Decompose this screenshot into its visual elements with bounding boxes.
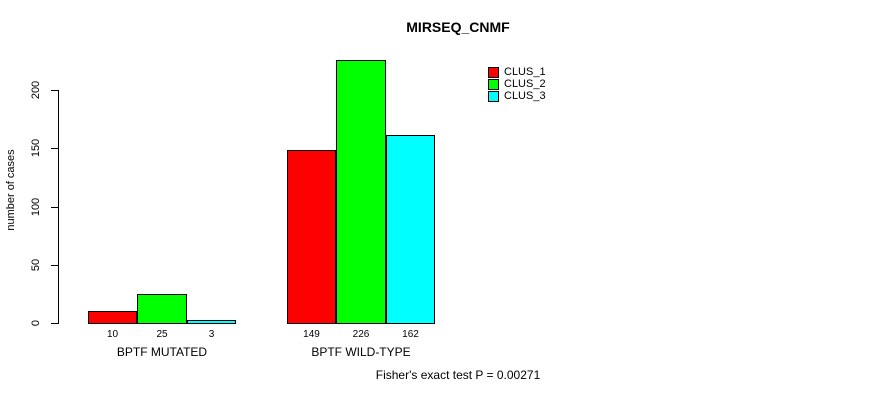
y-tick-label: 150	[30, 139, 42, 158]
y-axis-line	[58, 90, 59, 324]
legend-label: CLUS_3	[504, 90, 546, 102]
bar-clus_1-bptf-mutated	[88, 311, 137, 324]
bar-value-label: 226	[352, 329, 370, 340]
y-tick	[51, 207, 58, 208]
y-tick-label: 100	[30, 197, 42, 216]
y-tick-label: 200	[30, 81, 42, 100]
y-axis-label: number of cases	[5, 149, 17, 231]
legend-item-clus_2: CLUS_2	[488, 79, 546, 90]
legend-swatch-clus_3	[488, 91, 499, 102]
bar-value-label: 162	[402, 329, 419, 340]
bar-clus_3-bptf-mutated	[187, 320, 236, 324]
bar-value-label: 25	[156, 329, 168, 340]
chart-title: MIRSEQ_CNMF	[406, 19, 510, 35]
bar-value-label: 3	[208, 329, 215, 340]
legend-label: CLUS_1	[504, 66, 546, 78]
y-tick-label: 50	[30, 258, 42, 271]
bar-clus_2-bptf-mutated	[137, 294, 187, 324]
legend-item-clus_3: CLUS_3	[488, 91, 546, 102]
y-tick	[51, 323, 58, 324]
legend: CLUS_1 CLUS_2 CLUS_3	[488, 67, 546, 103]
y-tick	[51, 90, 58, 91]
x-category-label: BPTF MUTATED	[116, 345, 208, 359]
bar-clus_1-bptf-wild-type	[287, 150, 336, 324]
x-category-label: BPTF WILD-TYPE	[311, 345, 411, 359]
bar-clus_2-bptf-wild-type	[336, 60, 386, 324]
legend-swatch-clus_1	[488, 67, 499, 78]
legend-swatch-clus_2	[488, 79, 499, 90]
legend-item-clus_1: CLUS_1	[488, 67, 546, 78]
bar-value-label: 149	[303, 329, 320, 340]
y-tick-label: 0	[30, 319, 42, 327]
bar-clus_3-bptf-wild-type	[386, 135, 435, 324]
legend-label: CLUS_2	[504, 78, 546, 90]
y-tick	[51, 265, 58, 266]
stat-annotation: Fisher's exact test P = 0.00271	[375, 368, 541, 382]
y-tick	[51, 148, 58, 149]
bar-value-label: 10	[106, 329, 119, 340]
